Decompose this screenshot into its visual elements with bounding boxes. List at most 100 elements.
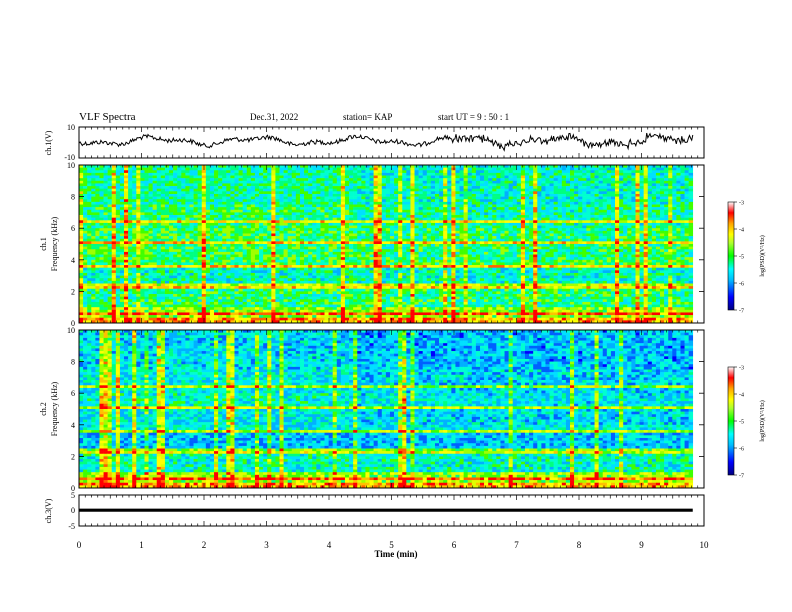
spectrogram-cell (521, 189, 525, 192)
spectrogram-cell (108, 202, 112, 205)
spectrogram-cell (410, 218, 414, 221)
spectrogram-cell (349, 189, 353, 192)
spectrogram-cell (312, 212, 316, 215)
spectrogram-cell (161, 239, 165, 242)
spectrogram-cell (104, 236, 108, 239)
spectrogram-cell (312, 247, 316, 250)
spectrogram-cell (116, 176, 120, 179)
spectrogram-cell (79, 186, 83, 189)
spectrogram-cell (521, 233, 525, 236)
spectrogram-cell (157, 226, 161, 229)
spectrogram-cell (554, 183, 558, 186)
spectrogram-cell (402, 186, 406, 189)
spectrogram-cell (87, 241, 91, 244)
spectrogram-cell (558, 183, 562, 186)
spectrogram-cell (226, 233, 230, 236)
spectrogram-cell (570, 220, 574, 223)
spectrogram-cell (447, 191, 451, 194)
spectrogram-cell (656, 197, 660, 200)
spectrogram-cell (116, 239, 120, 242)
spectrogram-cell (660, 244, 664, 247)
spectrogram-cell (676, 239, 680, 242)
spectrogram-cell (284, 207, 288, 210)
spectrogram-cell (541, 231, 545, 234)
spectrogram-cell (627, 220, 631, 223)
spectrogram-cell (210, 212, 214, 215)
spectrogram-cell (218, 241, 222, 244)
spectrogram-cell (586, 218, 590, 221)
spectrogram-cell (455, 181, 459, 184)
spectrogram-cell (202, 236, 206, 239)
spectrogram-cell (537, 233, 541, 236)
spectrogram-cell (455, 189, 459, 192)
spectrogram-cell (611, 170, 615, 173)
spectrogram-cell (361, 176, 365, 179)
spectrogram-cell (631, 189, 635, 192)
spectrogram-cell (357, 223, 361, 226)
spectrogram-cell (251, 170, 255, 173)
spectrogram-cell (525, 207, 529, 210)
spectrogram-cell (259, 233, 263, 236)
spectrogram-cell (292, 228, 296, 231)
spectrogram-cell (108, 231, 112, 234)
spectrogram-cell (198, 239, 202, 242)
spectrogram-cell (214, 247, 218, 250)
spectrogram-cell (398, 228, 402, 231)
spectrogram-cell (234, 194, 238, 197)
spectrogram-cell (337, 226, 341, 229)
spectrogram-cell (570, 241, 574, 244)
spectrogram-cell (185, 228, 189, 231)
spectrogram-cell (226, 202, 230, 205)
spectrogram-cell (112, 223, 116, 226)
spectrogram-cell (177, 220, 181, 223)
spectrogram-cell (365, 207, 369, 210)
spectrogram-cell (177, 228, 181, 231)
spectrogram-cell (640, 207, 644, 210)
spectrogram-cell (99, 176, 103, 179)
spectrogram-cell (668, 176, 672, 179)
spectrogram-cell (234, 207, 238, 210)
spectrogram-cell (554, 233, 558, 236)
spectrogram-cell (210, 215, 214, 218)
spectrogram-cell (631, 215, 635, 218)
spectrogram-cell (500, 191, 504, 194)
spectrogram-cell (443, 183, 447, 186)
spectrogram-cell (586, 239, 590, 242)
spectrogram-cell (382, 247, 386, 250)
spectrogram-cell (578, 186, 582, 189)
spectrogram-cell (562, 176, 566, 179)
spectrogram-cell (656, 186, 660, 189)
spectrogram-cell (370, 210, 374, 213)
spectrogram-cell (271, 241, 275, 244)
spectrogram-cell (234, 244, 238, 247)
spectrogram-cell (578, 194, 582, 197)
spectrogram-cell (194, 189, 198, 192)
spectrogram-cell (120, 231, 124, 234)
spectrogram-cell (165, 176, 169, 179)
spectrogram-cell (451, 220, 455, 223)
spectrogram-cell (365, 205, 369, 208)
spectrogram-cell (308, 223, 312, 226)
spectrogram-cell (329, 170, 333, 173)
spectrogram-cell (660, 199, 664, 202)
spectrogram-cell (149, 181, 153, 184)
spectrogram-cell (267, 173, 271, 176)
spectrogram-cell (541, 207, 545, 210)
spectrogram-cell (202, 218, 206, 221)
spectrogram-cell (640, 228, 644, 231)
spectrogram-cell (668, 191, 672, 194)
spectrogram-cell (378, 181, 382, 184)
spectrogram-cell (214, 228, 218, 231)
spectrogram-cell (230, 191, 234, 194)
spectrogram-cell (680, 236, 684, 239)
spectrogram-cell (644, 231, 648, 234)
spectrogram-cell (537, 194, 541, 197)
spectrogram-cell (652, 220, 656, 223)
spectrogram-cell (652, 207, 656, 210)
spectrogram-cell (423, 178, 427, 181)
spectrogram-cell (476, 223, 480, 226)
spectrogram-cell (370, 218, 374, 221)
spectrogram-cell (206, 176, 210, 179)
spectrogram-cell (202, 194, 206, 197)
spectrogram-cell (488, 194, 492, 197)
